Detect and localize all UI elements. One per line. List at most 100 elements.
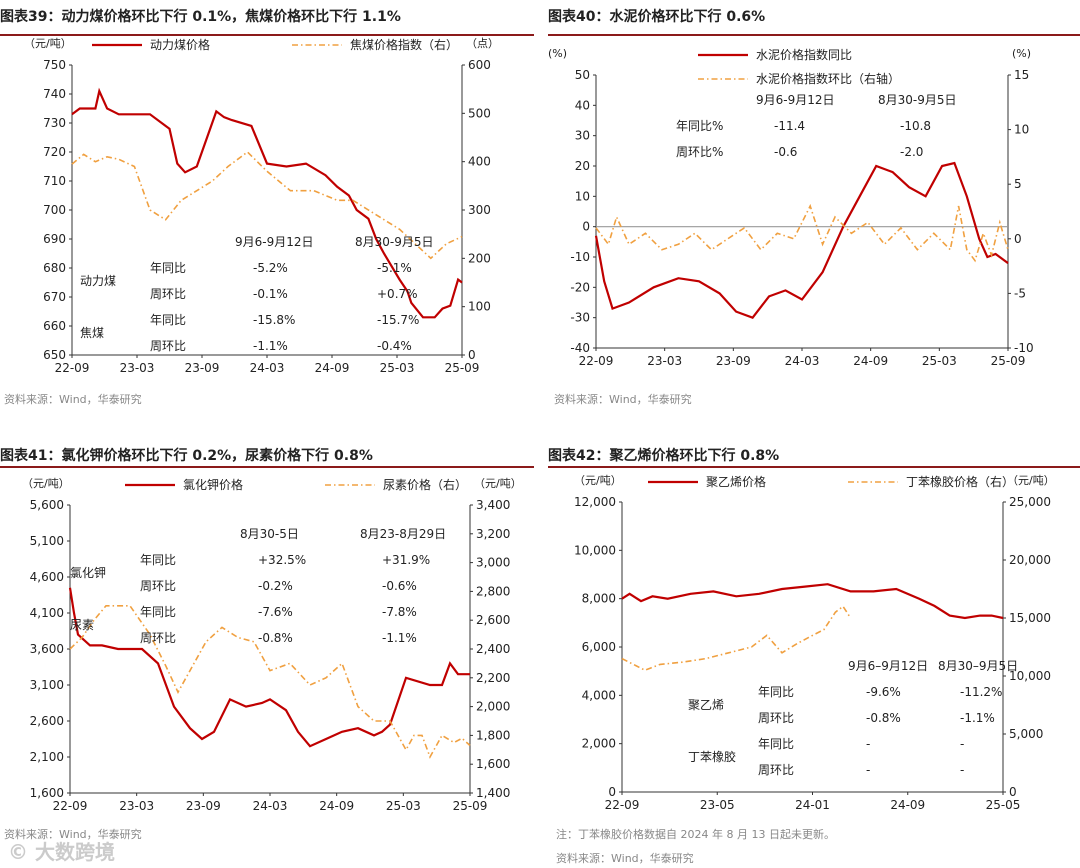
- x-tick-label: 23-03: [120, 361, 155, 375]
- left-tick-label: 4,100: [30, 606, 64, 620]
- table-value-period2: -15.7%: [377, 313, 419, 327]
- left-tick-label: 660: [43, 319, 66, 333]
- left-tick-label: 6,000: [582, 640, 616, 654]
- right-axis-unit: （元/吨）: [1007, 474, 1055, 487]
- table-row-label: 年同比: [150, 261, 186, 275]
- x-tick-label: 25-09: [453, 799, 488, 813]
- table-value-period1: -0.1%: [253, 287, 288, 301]
- table-value-period1: -15.8%: [253, 313, 295, 327]
- x-tick-label: 24-09: [853, 354, 888, 368]
- right-tick-label: 25,000: [1009, 495, 1051, 509]
- right-tick-label: 0: [1014, 232, 1022, 246]
- right-tick-label: 2,800: [476, 584, 510, 598]
- table-value-period1: -5.2%: [253, 261, 288, 275]
- table-row-label: 周环比: [758, 711, 794, 725]
- x-tick-label: 25-03: [922, 354, 957, 368]
- right-tick-label: 3,400: [476, 498, 510, 512]
- left-tick-label: 4,000: [582, 688, 616, 702]
- left-tick-label: -40: [570, 341, 590, 355]
- table-row-label: 周环比: [150, 339, 186, 353]
- table-row-label: 年同比: [150, 313, 186, 327]
- table-header-period1: 9月6-9月12日: [235, 235, 314, 249]
- chart-panel-42: 图表42：聚乙烯价格环比下行 0.8% 注：丁苯橡胶价格数据自 2024 年 8 …: [548, 440, 1080, 868]
- x-tick-label: 24-09: [315, 361, 350, 375]
- right-tick-label: 2,000: [476, 700, 510, 714]
- table-row-label: 周环比: [150, 287, 186, 301]
- right-tick-label: 1,600: [476, 757, 510, 771]
- right-tick-label: -10: [1014, 341, 1034, 355]
- right-tick-label: 0: [468, 348, 476, 362]
- table-value-period1: -9.6%: [866, 685, 901, 699]
- left-tick-label: 50: [575, 68, 590, 82]
- table-value-period2: +0.7%: [377, 287, 418, 301]
- table-value-period1: -1.1%: [253, 339, 288, 353]
- chart-note: 注：丁苯橡胶价格数据自 2024 年 8 月 13 日起未更新。: [556, 828, 835, 841]
- right-tick-label: 0: [1009, 785, 1017, 799]
- table-value-period2: -: [960, 737, 964, 751]
- right-tick-label: 3,000: [476, 556, 510, 570]
- right-tick-label: 600: [468, 58, 491, 72]
- chart-svg: （元/吨） （元/吨） 5,600 5,100 4,600 4,100 3,600 3,100…: [22, 477, 522, 813]
- left-tick-label: 730: [43, 116, 66, 130]
- right-tick-label: 2,400: [476, 642, 510, 656]
- left-tick-label: 0: [608, 785, 616, 799]
- table-group-label: 尿素: [70, 618, 94, 632]
- x-tick-label: 23-09: [185, 361, 220, 375]
- table-row-label: 年同比: [758, 685, 794, 699]
- series-line-primary: [621, 583, 1004, 620]
- right-tick-label: 1,400: [476, 786, 510, 800]
- legend-label: 聚乙烯价格: [706, 474, 766, 489]
- series-line-secondary: [621, 605, 852, 672]
- right-tick-label: 3,200: [476, 527, 510, 541]
- watermark: © 大数跨境: [8, 840, 115, 864]
- left-tick-label: 3,100: [30, 678, 64, 692]
- legend-label: 尿素价格（右）: [383, 477, 467, 492]
- left-tick-label: 690: [43, 232, 66, 246]
- right-tick-label: 400: [468, 155, 491, 169]
- right-axis-unit: (%): [1012, 47, 1031, 60]
- right-axis-unit: （点）: [466, 37, 499, 50]
- left-axis-unit: (%): [548, 47, 567, 60]
- title-rule: [0, 466, 534, 468]
- left-tick-label: 750: [43, 58, 66, 72]
- left-tick-label: -30: [570, 311, 590, 325]
- table-row-label: 周环比: [140, 579, 176, 593]
- table-header-period1: 8月30-5日: [240, 527, 299, 541]
- series-line-primary: [68, 587, 470, 748]
- x-tick-label: 23-09: [716, 354, 751, 368]
- table-row-label: 年同比: [140, 553, 176, 567]
- table-value-period1: -0.8%: [866, 711, 901, 725]
- left-tick-label: 5,600: [30, 498, 64, 512]
- x-tick-label: 23-05: [700, 798, 735, 812]
- legend-label: 焦煤价格指数（右）: [350, 37, 458, 52]
- right-tick-label: 15: [1014, 68, 1029, 82]
- x-tick-label: 22-09: [605, 798, 640, 812]
- left-tick-label: 680: [43, 261, 66, 275]
- legend-label: 动力煤价格: [150, 37, 210, 52]
- table-header-period2: 8月30-9月5日: [878, 93, 957, 107]
- right-tick-label: 100: [468, 300, 491, 314]
- table-value-period1: -: [866, 737, 870, 751]
- table-header-period2: 8月30-9月5日: [355, 235, 434, 249]
- legend-label: 水泥价格指数环比（右轴）: [756, 71, 900, 86]
- table-group-label: 聚乙烯: [688, 698, 724, 712]
- series-line-primary: [594, 161, 1009, 320]
- table-group-label: 焦煤: [80, 326, 104, 340]
- table-value-period2: -2.0: [900, 145, 923, 159]
- table-row-label: 周环比%: [676, 145, 723, 159]
- title-rule: [548, 466, 1080, 468]
- chart-panel-41: 图表41：氯化钾价格环比下行 0.2%，尿素价格下行 0.8% 资料来源：Wind…: [0, 440, 540, 868]
- left-tick-label: -10: [570, 250, 590, 264]
- table-value-period1: -0.6: [774, 145, 797, 159]
- table-row-label: 年同比: [758, 737, 794, 751]
- table-row-label: 年同比: [140, 605, 176, 619]
- x-tick-label: 25-09: [445, 361, 480, 375]
- right-tick-label: 1,800: [476, 728, 510, 742]
- x-tick-label: 22-09: [55, 361, 90, 375]
- left-tick-label: 2,100: [30, 750, 64, 764]
- left-tick-label: 740: [43, 87, 66, 101]
- chart-panel-39: 图表39：动力煤价格环比下行 0.1%，焦煤价格环比下行 1.1% 资料来源：Wi…: [0, 0, 540, 410]
- title-rule: [548, 34, 1080, 36]
- right-tick-label: 2,200: [476, 671, 510, 685]
- table-value-period1: -: [866, 763, 870, 777]
